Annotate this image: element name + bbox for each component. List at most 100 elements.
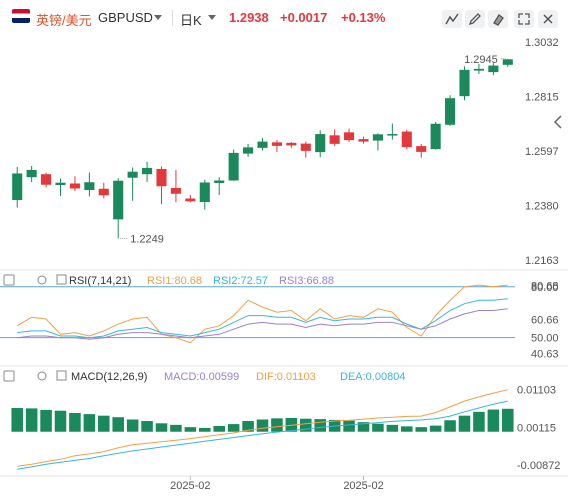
rsi-legend-3: RSI3:66.88: [279, 275, 334, 287]
eraser-button[interactable]: [488, 10, 508, 28]
rsi-toggle-icon[interactable]: [3, 274, 15, 286]
candle-body[interactable]: [416, 146, 427, 152]
candle-body[interactable]: [488, 65, 499, 73]
pair-dropdown-chevron-icon[interactable]: [154, 15, 162, 20]
rsi-axis-label: 80.00: [531, 282, 559, 294]
kline-chart[interactable]: 1.3032 1.2815 1.2597 1.2380 1.2163 1.2945 1.22…: [0, 34, 568, 496]
draw-line-button[interactable]: [442, 10, 462, 28]
candle-body[interactable]: [502, 59, 513, 65]
macd-histogram-bar: [256, 419, 269, 432]
candle-body[interactable]: [26, 169, 37, 178]
macd-indicator-label: MACD(12,26,9): [71, 371, 147, 383]
candle-body[interactable]: [286, 142, 297, 146]
rsi-axis-label: 50.00: [531, 333, 559, 345]
macd-line-dea: [17, 400, 508, 470]
pair-name-cn[interactable]: 英镑/美元: [36, 13, 92, 28]
rsi-axis-label: 40.63: [531, 349, 559, 361]
candle-body[interactable]: [372, 134, 383, 141]
macd-histogram-bar: [487, 409, 500, 432]
candle-body[interactable]: [329, 135, 340, 144]
macd-histogram-bar: [357, 422, 370, 432]
candle-body[interactable]: [41, 174, 52, 185]
candle-body[interactable]: [459, 69, 470, 97]
macd-histogram-bar: [170, 424, 182, 432]
macd-histogram-bar: [155, 423, 168, 432]
macd-axis-label: 0.00115: [517, 422, 556, 434]
macd-histogram-bar: [126, 419, 139, 432]
rsi-legend-2: RSI2:72.57: [213, 275, 268, 287]
candle-body[interactable]: [69, 183, 80, 189]
candle-body[interactable]: [228, 152, 239, 181]
top-toolbar: 英镑/美元 GBPUSD 日K 1.2938 +0.0017 +0.13%: [0, 0, 568, 34]
macd-histogram-bar: [54, 410, 67, 432]
macd-histogram-bar: [141, 421, 153, 432]
macd-settings-gear-icon[interactable]: [37, 371, 47, 381]
pair-symbol[interactable]: GBPUSD: [98, 10, 153, 25]
macd-histogram-bar: [199, 427, 211, 432]
candle-body[interactable]: [142, 167, 153, 175]
rsi-line-rsi2: [17, 298, 508, 339]
x-axis-label: 2025-02: [343, 480, 383, 492]
macd-axis-label: -0.00872: [517, 460, 560, 472]
macd-toggle-icon[interactable]: [3, 370, 15, 382]
candle-body[interactable]: [12, 173, 23, 201]
macd-histogram-bar: [98, 415, 110, 432]
period-selector[interactable]: 日K: [180, 13, 202, 28]
candle-body[interactable]: [84, 182, 95, 191]
price-axis-label: 1.2163: [525, 255, 559, 267]
candle-body[interactable]: [257, 141, 268, 148]
candle-body[interactable]: [113, 180, 124, 220]
macd-histogram-bar: [502, 408, 514, 432]
candle-body[interactable]: [300, 143, 311, 151]
close-button[interactable]: [538, 10, 558, 28]
candle-body[interactable]: [315, 134, 326, 153]
toolbar-divider: [172, 10, 173, 26]
collapse-panel-chevron-icon[interactable]: [553, 114, 563, 130]
candle-body[interactable]: [358, 139, 369, 142]
candle-body[interactable]: [344, 132, 355, 141]
rsi-legend-1: RSI1:80.68: [147, 275, 202, 287]
macd-histogram-bar: [343, 420, 355, 432]
candle-body[interactable]: [473, 68, 484, 71]
candle-body[interactable]: [430, 123, 441, 150]
macd-histogram-bar: [415, 427, 427, 432]
pencil-button[interactable]: [465, 10, 485, 28]
candle-body[interactable]: [214, 180, 225, 183]
macd-histogram-bar: [444, 420, 456, 432]
rsi-expand-icon[interactable]: [56, 274, 67, 285]
rsi-axis-label: 60.66: [531, 315, 559, 327]
candle-body[interactable]: [185, 198, 196, 202]
macd-histogram-bar: [11, 408, 23, 432]
candle-body[interactable]: [98, 188, 109, 196]
candle-body[interactable]: [271, 142, 282, 146]
candle-body[interactable]: [445, 98, 456, 125]
x-axis-label: 2025-02: [170, 480, 210, 492]
high-price-label: 1.2945: [464, 54, 498, 66]
candle-body[interactable]: [170, 188, 181, 194]
rsi-settings-gear-icon[interactable]: [37, 275, 47, 285]
candle-body[interactable]: [243, 147, 254, 154]
last-price: 1.2938: [229, 10, 269, 25]
candle-body[interactable]: [387, 134, 398, 136]
macd-histogram-bar: [314, 419, 326, 432]
macd-histogram-bar: [83, 414, 96, 432]
expand-button[interactable]: [514, 10, 534, 28]
price-axis-label: 1.2815: [525, 91, 559, 103]
price-axis-label: 1.2380: [525, 201, 559, 213]
macd-legend-2: DIF:0.01103: [256, 371, 316, 383]
candle-body[interactable]: [127, 171, 138, 178]
period-dropdown-chevron-icon[interactable]: [208, 15, 216, 20]
macd-histogram-bar: [69, 412, 81, 432]
macd-line-dif: [17, 389, 508, 467]
candle-body[interactable]: [401, 131, 412, 148]
candle-body[interactable]: [199, 182, 210, 203]
candle-body[interactable]: [55, 182, 66, 185]
macd-histogram-bar: [372, 423, 384, 432]
expand-icon: [518, 13, 530, 25]
macd-legend-1: MACD:0.00599: [164, 371, 239, 383]
rsi-line-rsi3: [17, 308, 508, 340]
candle-body[interactable]: [156, 168, 167, 187]
macd-expand-icon[interactable]: [56, 370, 67, 381]
macd-histogram-bar: [242, 421, 254, 432]
macd-histogram-bar: [112, 417, 124, 432]
